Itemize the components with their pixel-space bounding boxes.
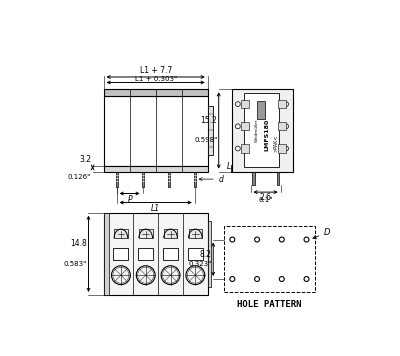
Bar xyxy=(164,229,177,238)
Bar xyxy=(188,248,203,260)
Bar xyxy=(168,172,170,187)
Text: 2.6: 2.6 xyxy=(260,193,272,202)
Text: L1 + 7.7: L1 + 7.7 xyxy=(140,66,172,75)
Bar xyxy=(278,122,286,130)
Bar xyxy=(163,248,178,260)
Bar xyxy=(104,166,208,172)
Text: L1 + 0.303": L1 + 0.303" xyxy=(134,76,177,82)
Bar xyxy=(278,145,286,153)
Bar xyxy=(139,229,152,238)
Text: Weidmüller: Weidmüller xyxy=(254,119,258,142)
Text: >PAK<: >PAK< xyxy=(273,134,278,152)
Bar xyxy=(114,229,128,238)
Text: D: D xyxy=(313,228,331,239)
Text: d: d xyxy=(199,174,224,184)
Bar xyxy=(138,248,153,260)
Bar xyxy=(244,93,280,167)
Bar xyxy=(232,89,293,172)
Text: L1: L1 xyxy=(151,204,160,213)
Bar xyxy=(114,248,128,260)
Text: LMFS180: LMFS180 xyxy=(264,119,269,151)
Text: 8.2: 8.2 xyxy=(200,250,212,259)
Bar xyxy=(241,100,249,108)
Bar xyxy=(278,100,286,108)
Text: 0.323": 0.323" xyxy=(189,261,212,267)
Text: 0.1": 0.1" xyxy=(258,197,273,203)
Bar xyxy=(257,101,266,119)
Bar xyxy=(104,213,208,295)
Bar xyxy=(104,213,108,295)
Bar xyxy=(224,226,315,292)
Text: 0.126": 0.126" xyxy=(68,174,91,180)
Text: 3.2: 3.2 xyxy=(79,155,91,164)
Bar xyxy=(241,145,249,153)
Text: 15.2: 15.2 xyxy=(200,116,217,125)
Bar xyxy=(208,106,213,155)
Bar xyxy=(252,172,255,185)
Text: 14.8: 14.8 xyxy=(70,240,87,248)
Bar xyxy=(104,96,208,166)
Text: L: L xyxy=(227,162,231,171)
Text: P: P xyxy=(127,195,132,204)
Bar xyxy=(208,221,211,287)
Text: HOLE PATTERN: HOLE PATTERN xyxy=(237,300,302,309)
Bar xyxy=(188,229,202,238)
Text: 0.583": 0.583" xyxy=(64,261,87,267)
Bar xyxy=(142,172,144,187)
Bar xyxy=(104,89,208,96)
Bar xyxy=(241,122,249,130)
Bar xyxy=(276,172,279,185)
Text: 0.598": 0.598" xyxy=(194,137,217,143)
Bar xyxy=(194,172,196,187)
Bar xyxy=(116,172,118,187)
